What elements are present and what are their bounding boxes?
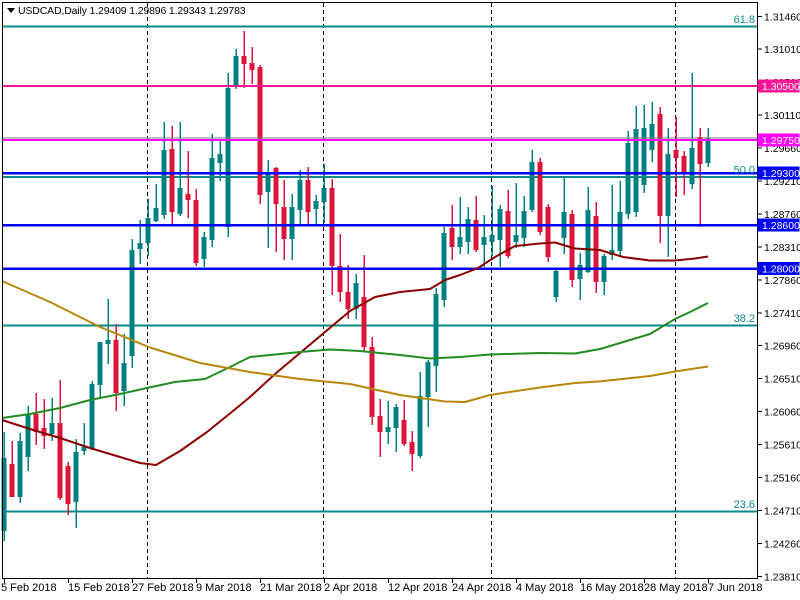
svg-text:1.28760: 1.28760 [764, 209, 800, 221]
svg-text:4 May 2018: 4 May 2018 [516, 582, 573, 594]
svg-text:1.26060: 1.26060 [764, 407, 800, 419]
svg-text:15 Feb 2018: 15 Feb 2018 [68, 582, 130, 594]
svg-text:1.31460: 1.31460 [764, 11, 800, 23]
svg-text:1.23810: 1.23810 [764, 571, 800, 583]
svg-text:1.27410: 1.27410 [764, 308, 800, 320]
svg-text:1.27860: 1.27860 [764, 275, 800, 287]
svg-text:2 Apr 2018: 2 Apr 2018 [324, 582, 377, 594]
svg-text:1.28310: 1.28310 [764, 242, 800, 254]
svg-text:23.6: 23.6 [734, 499, 755, 511]
svg-text:1.25160: 1.25160 [764, 473, 800, 485]
svg-text:16 May 2018: 16 May 2018 [580, 582, 644, 594]
svg-text:28 May 2018: 28 May 2018 [644, 582, 708, 594]
svg-text:1.28000: 1.28000 [762, 264, 800, 276]
svg-text:9 Mar 2018: 9 Mar 2018 [196, 582, 252, 594]
svg-text:1.24260: 1.24260 [764, 538, 800, 550]
svg-text:1.25610: 1.25610 [764, 440, 800, 452]
svg-text:61.8: 61.8 [734, 14, 755, 26]
svg-text:24 Apr 2018: 24 Apr 2018 [452, 582, 511, 594]
svg-text:1.24710: 1.24710 [764, 505, 800, 517]
svg-text:1.30110: 1.30110 [764, 110, 800, 122]
svg-text:USDCAD,Daily 1.29409 1.29896: USDCAD,Daily 1.29409 1.29896 1.29343 1.2… [18, 5, 246, 17]
svg-text:27 Feb 2018: 27 Feb 2018 [132, 582, 194, 594]
svg-text:38.2: 38.2 [734, 313, 755, 325]
svg-text:1.26960: 1.26960 [764, 341, 800, 353]
svg-text:7 Jun 2018: 7 Jun 2018 [708, 582, 762, 594]
svg-text:1.30500: 1.30500 [762, 81, 800, 93]
svg-text:1.29300: 1.29300 [762, 168, 800, 180]
svg-text:1.28600: 1.28600 [762, 220, 800, 232]
svg-text:21 Mar 2018: 21 Mar 2018 [260, 582, 322, 594]
svg-text:1.31010: 1.31010 [764, 44, 800, 56]
svg-text:1.29750: 1.29750 [762, 135, 800, 147]
svg-text:5 Feb 2018: 5 Feb 2018 [1, 582, 57, 594]
svg-text:50.0: 50.0 [734, 165, 755, 177]
svg-text:1.26510: 1.26510 [764, 374, 800, 386]
svg-text:12 Apr 2018: 12 Apr 2018 [388, 582, 447, 594]
